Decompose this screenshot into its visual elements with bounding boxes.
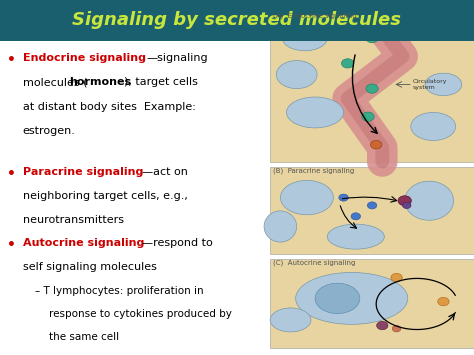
Ellipse shape: [296, 272, 408, 324]
Text: Paracrine signaling: Paracrine signaling: [23, 167, 143, 177]
Text: Endocrine signaling: Endocrine signaling: [23, 53, 146, 63]
Text: ), target cells: ), target cells: [124, 77, 198, 87]
Text: at distant body sites  Example:: at distant body sites Example:: [23, 102, 196, 111]
Text: Autocrine signaling: Autocrine signaling: [23, 238, 144, 248]
Circle shape: [366, 33, 378, 43]
Text: •: •: [8, 167, 16, 181]
Circle shape: [367, 202, 377, 209]
Circle shape: [371, 141, 382, 149]
Circle shape: [391, 273, 402, 282]
Circle shape: [392, 326, 401, 332]
Ellipse shape: [411, 113, 456, 141]
Text: •: •: [8, 53, 16, 67]
Text: neurotransmitters: neurotransmitters: [23, 215, 124, 225]
FancyBboxPatch shape: [270, 167, 474, 254]
Ellipse shape: [425, 73, 462, 95]
Text: •: •: [8, 238, 16, 252]
Text: molecules (: molecules (: [23, 77, 87, 87]
Circle shape: [341, 59, 354, 68]
Ellipse shape: [283, 26, 327, 51]
Circle shape: [376, 321, 388, 330]
Text: the same cell: the same cell: [49, 332, 119, 342]
Ellipse shape: [327, 224, 384, 249]
Ellipse shape: [286, 97, 344, 128]
Ellipse shape: [264, 211, 297, 242]
Text: (B)  Paracrine signaling: (B) Paracrine signaling: [273, 168, 354, 174]
Text: neighboring target cells, e.g.,: neighboring target cells, e.g.,: [23, 191, 188, 201]
Text: self signaling molecules: self signaling molecules: [23, 262, 156, 272]
Ellipse shape: [405, 181, 454, 220]
Text: —respond to: —respond to: [142, 238, 213, 248]
Circle shape: [402, 202, 411, 209]
Ellipse shape: [315, 283, 360, 313]
Circle shape: [366, 84, 378, 93]
Text: (C)  Autocrine signaling: (C) Autocrine signaling: [273, 260, 355, 266]
Ellipse shape: [270, 308, 311, 332]
Text: estrogen.: estrogen.: [23, 126, 76, 136]
Text: hormones: hormones: [69, 77, 131, 87]
Ellipse shape: [280, 180, 333, 215]
Circle shape: [398, 196, 411, 206]
Text: Circulatory
system: Circulatory system: [413, 79, 447, 90]
Ellipse shape: [276, 61, 317, 89]
Text: response to cytokines produced by: response to cytokines produced by: [49, 309, 232, 319]
Text: Signaling by secreted molecules: Signaling by secreted molecules: [73, 11, 401, 29]
Circle shape: [438, 297, 449, 306]
Text: – T lymphocytes: proliferation in: – T lymphocytes: proliferation in: [35, 286, 203, 296]
FancyBboxPatch shape: [270, 259, 474, 348]
Circle shape: [362, 112, 374, 121]
Circle shape: [339, 194, 348, 201]
FancyBboxPatch shape: [270, 11, 474, 162]
Text: —act on: —act on: [142, 167, 188, 177]
Text: (A)  Endocrine signaling: (A) Endocrine signaling: [273, 12, 356, 19]
Circle shape: [351, 213, 361, 220]
FancyBboxPatch shape: [0, 0, 474, 41]
Text: —signaling: —signaling: [147, 53, 209, 63]
